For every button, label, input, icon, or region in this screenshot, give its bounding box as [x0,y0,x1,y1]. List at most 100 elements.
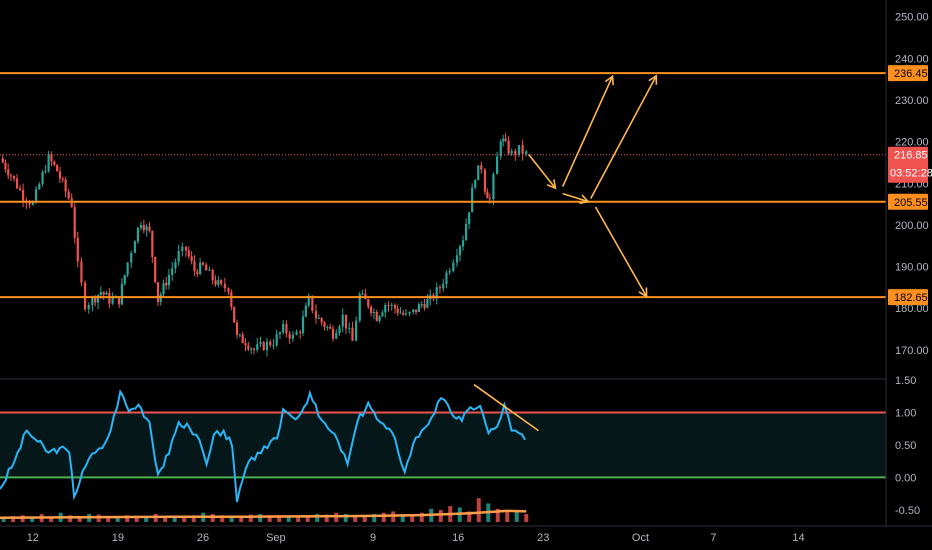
oscillator-tick-label: 1.00 [895,407,916,419]
volume-bar [115,517,120,522]
projection-arrow[interactable] [562,192,590,205]
candle-body [233,306,236,323]
volume-bar [210,514,215,522]
candle-body [47,154,50,172]
oscillator-tick-label: 1.50 [895,375,916,387]
candle-body [471,187,474,213]
volume-bar [77,516,82,522]
candle-body [31,202,34,205]
candle-body [238,334,241,336]
level-price-tag: 205.55 [888,193,928,210]
candle-body [299,331,302,333]
candle-body [214,280,217,285]
candle-body [76,237,79,262]
projection-arrow[interactable] [589,74,658,200]
candle-body [208,269,211,271]
candle-body [423,304,426,308]
volume-bar [353,515,358,522]
candle-body [9,175,13,177]
volume-bar [381,512,386,522]
candle-body [145,226,148,231]
volume-bar [372,514,377,522]
volume-bar [315,514,320,522]
candle-body [378,316,381,321]
volume-bar [258,514,263,522]
oscillator-pane[interactable] [0,383,886,522]
volume-bar [144,518,149,522]
volume-bar [467,511,472,522]
candle-body [41,171,44,185]
candle-body [67,191,70,199]
candle-body [399,312,402,314]
time-tick-label: Oct [632,532,649,544]
level-price-tag: 182.65 [888,289,928,306]
candle-body [348,327,351,329]
projection-arrow[interactable] [528,154,557,190]
candle-body [317,318,320,320]
volume-bar [343,514,348,522]
candle-body [1,158,4,163]
candle-body [262,342,265,351]
candle-body [326,326,329,328]
candle-body [335,333,338,339]
time-tick-label: 23 [537,532,549,544]
candle-body [171,268,174,275]
projection-arrow[interactable] [561,74,615,187]
candle-body [96,294,100,303]
candle-body [44,171,47,173]
time-axis[interactable]: 12 19 26 Sep 9 16 23 Oct 7 14 [27,532,805,544]
arrow-shaft [594,206,648,297]
arrow-head [579,194,590,205]
candle-body [314,310,318,319]
candle-body [510,150,513,154]
volume-bar [182,516,187,522]
candle-body [126,262,129,275]
volume-bar [495,508,500,522]
candle-body [369,306,373,313]
candle-body [435,287,438,299]
candle-body [329,326,332,329]
last-price-tag: 216.85 03:52:28 [888,146,932,183]
candle-body [499,141,502,157]
candle-body [320,318,323,323]
candle-body [34,189,38,203]
volume-bar [400,514,405,522]
candle-body [235,322,239,335]
candle-body [442,284,445,289]
candle-body [50,154,53,162]
time-tick-label: 7 [710,532,716,544]
volume-bar [362,516,367,522]
candle-body [220,280,223,284]
candle-body [139,224,143,228]
candle-body [291,334,295,339]
candle-body [154,256,157,283]
level-price-tag: 236.45 [888,65,928,82]
candle-body [148,226,151,231]
candle-body [282,324,285,333]
candle-body [38,184,41,190]
candle-body [384,304,387,313]
candle-body [61,178,64,180]
projection-arrow[interactable] [594,206,648,298]
tag-background [888,65,928,82]
candle-body [341,314,344,327]
candle-body [492,174,495,200]
oscillator-tick-label: 0.00 [895,472,916,484]
candle-body [272,345,275,347]
volume-bar [134,516,139,522]
horizontal-levels[interactable] [0,72,886,299]
candle-body [396,308,399,313]
volume-bar [49,516,54,522]
candle-body [223,283,226,289]
arrow-shaft [561,75,614,187]
price-pane[interactable] [0,72,886,357]
candle-body [301,316,305,333]
divergence-trendline[interactable] [473,383,539,432]
candle-body [311,295,314,311]
projection-arrows[interactable] [528,74,658,298]
oscillator-axis[interactable]: 1.50 1.00 0.50 0.00 -0.50 [895,375,920,517]
candle-body [118,296,121,305]
volume-bar [514,511,519,522]
candle-body [256,344,259,350]
